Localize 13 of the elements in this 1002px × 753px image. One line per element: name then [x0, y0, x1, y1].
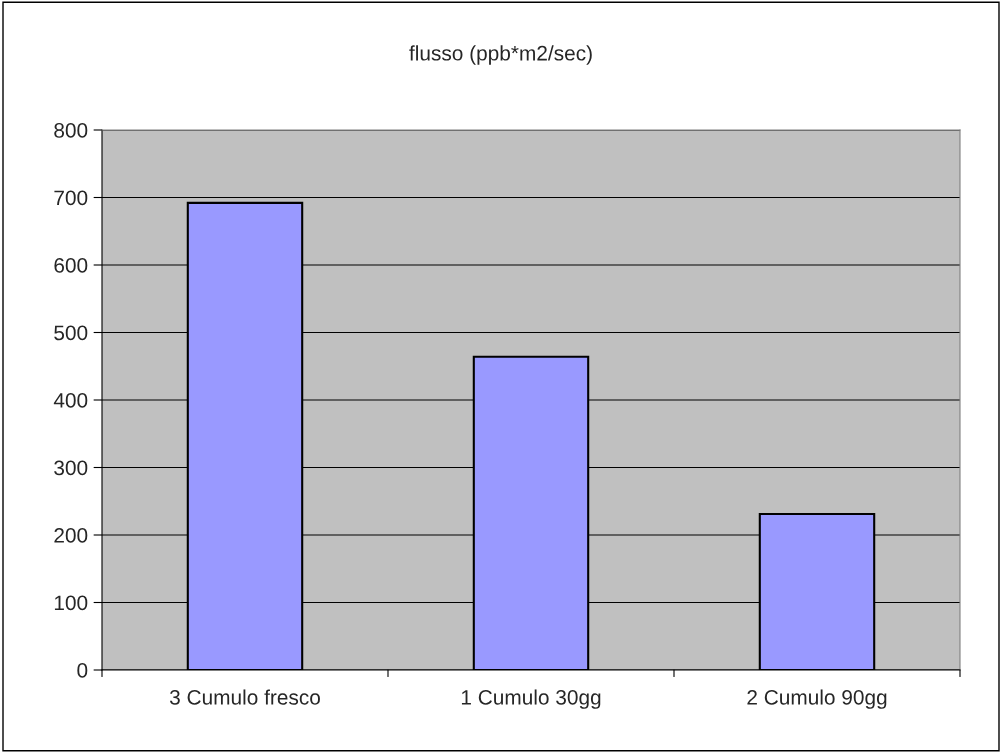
y-tick-label: 400 — [53, 393, 88, 408]
x-tick-label: 2 Cumulo 90gg — [747, 689, 887, 709]
y-tick-label: 300 — [54, 460, 88, 476]
y-tick-label: 100 — [54, 595, 88, 611]
x-tick-label: 1 Cumulo 30gg — [461, 689, 601, 709]
y-tick-label: 700 — [54, 190, 88, 206]
chart-title: flusso (ppb*m2/sec) — [409, 45, 592, 65]
y-tick-label: 800 — [54, 123, 88, 138]
y-tick-label: 500 — [54, 325, 88, 341]
y-tick-label: 0 — [77, 663, 88, 678]
y-tick-label: 600 — [54, 258, 88, 273]
x-tick-label: 3 Cumulo fresco — [169, 689, 320, 705]
y-tick-label: 200 — [54, 528, 88, 543]
